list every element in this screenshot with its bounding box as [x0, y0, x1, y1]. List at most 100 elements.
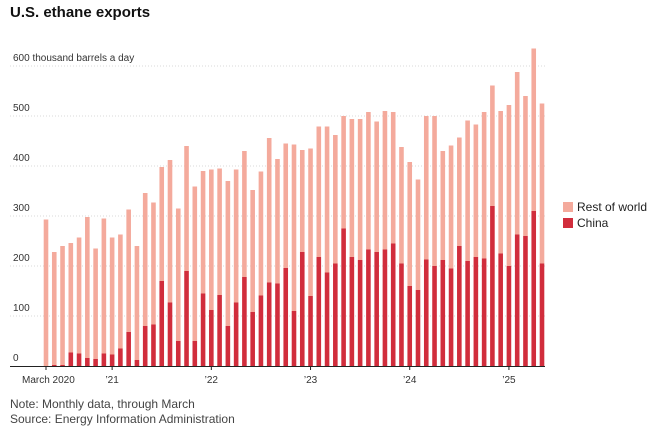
x-tick-label: March 2020 [22, 375, 75, 386]
bar-china [523, 236, 528, 366]
bar-china [266, 282, 272, 366]
bars [43, 48, 545, 366]
bar-rest-of-world [242, 151, 247, 277]
bar-rest-of-world [258, 171, 264, 296]
bar-rest-of-world [142, 193, 148, 326]
bar-china [85, 358, 90, 366]
bar-china [93, 359, 98, 366]
bar-rest-of-world [93, 248, 98, 359]
bar-china [423, 259, 429, 366]
bar-rest-of-world [514, 72, 520, 235]
bar-rest-of-world [481, 112, 487, 259]
bar-rest-of-world [299, 150, 305, 252]
bar-rest-of-world [209, 169, 214, 310]
bar-rest-of-world [275, 159, 280, 284]
x-tick-label: ’22 [205, 375, 219, 386]
bar-rest-of-world [109, 237, 115, 355]
chart-source: Source: Energy Information Administratio… [10, 412, 235, 426]
bar-china [407, 286, 413, 366]
bar-china [192, 341, 198, 366]
bar-rest-of-world [217, 168, 222, 295]
bar-china [51, 365, 57, 366]
bar-china [481, 258, 487, 366]
bar-china [390, 243, 396, 366]
bar-rest-of-world [167, 160, 173, 303]
y-tick-label: 300 [13, 203, 30, 214]
bar-rest-of-world [448, 145, 454, 269]
bar-china [382, 249, 388, 366]
bar-rest-of-world [333, 135, 338, 264]
x-tick-label: ’21 [105, 375, 119, 386]
bar-china [490, 206, 495, 366]
bar-rest-of-world [225, 181, 231, 326]
y-axis-title: 600 thousand barrels a day [13, 53, 134, 64]
bar-rest-of-world [440, 151, 446, 260]
bar-rest-of-world [51, 252, 57, 365]
bar-china [76, 353, 82, 366]
legend-label: China [577, 216, 609, 230]
bar-rest-of-world [539, 103, 545, 264]
bar-china [324, 272, 330, 366]
bar-rest-of-world [60, 246, 65, 365]
bar-rest-of-world [283, 143, 289, 268]
bar-rest-of-world [423, 116, 429, 260]
bar-rest-of-world [266, 138, 272, 283]
x-tick-label: ’25 [502, 375, 516, 386]
bar-china [217, 295, 222, 366]
y-tick-label: 100 [13, 303, 30, 314]
bar-rest-of-world [200, 171, 206, 294]
bar-rest-of-world [382, 111, 388, 250]
bar-china [341, 228, 346, 366]
bar-rest-of-world [192, 186, 198, 341]
bar-china [175, 341, 181, 366]
bar-china [283, 268, 289, 366]
bar-rest-of-world [341, 116, 346, 229]
legend-label: Rest of world [577, 200, 647, 214]
bar-rest-of-world [159, 167, 165, 281]
bar-rest-of-world [151, 202, 156, 325]
bar-china [333, 263, 338, 366]
bar-china [506, 266, 512, 366]
bar-china [357, 260, 363, 366]
bar-china [457, 246, 462, 366]
bar-rest-of-world [374, 121, 379, 252]
bar-rest-of-world [308, 148, 313, 296]
bar-china [514, 234, 520, 366]
bar-china [465, 261, 470, 366]
bar-china [316, 257, 322, 366]
bar-rest-of-world [357, 119, 363, 260]
bar-rest-of-world [498, 111, 503, 254]
y-axis-ticks: 0 100 200 300 400 500 600 thousand barrels a d… [13, 53, 134, 364]
chart-title: U.S. ethane exports [10, 4, 151, 21]
bar-china [258, 295, 264, 366]
bar-rest-of-world [366, 112, 371, 250]
bar-rest-of-world [134, 246, 140, 360]
x-tick-label: ’23 [304, 375, 318, 386]
bar-rest-of-world [250, 190, 255, 312]
bar-china [349, 257, 355, 366]
bar-rest-of-world [324, 126, 330, 273]
bar-china [118, 348, 123, 366]
bar-china [184, 271, 189, 366]
bar-china [167, 302, 173, 366]
bar-china [415, 290, 421, 366]
bar-rest-of-world [68, 243, 74, 353]
bar-china [242, 277, 247, 366]
bar-china [109, 354, 115, 366]
bar-rest-of-world [531, 48, 537, 211]
bar-rest-of-world [85, 217, 90, 358]
bar-china [209, 310, 214, 366]
legend-swatch [563, 218, 573, 228]
y-tick-label: 400 [13, 153, 30, 164]
legend-swatch [563, 202, 573, 212]
bar-rest-of-world [184, 146, 189, 271]
x-axis: March 2020 ’21 ’22 ’23 ’24 ’25 [10, 366, 545, 386]
bar-rest-of-world [457, 137, 462, 246]
bar-china [531, 211, 537, 366]
bar-rest-of-world [390, 112, 396, 244]
bar-china [374, 252, 379, 366]
bar-rest-of-world [473, 124, 479, 257]
bar-china [60, 365, 65, 366]
bar-rest-of-world [43, 219, 49, 366]
